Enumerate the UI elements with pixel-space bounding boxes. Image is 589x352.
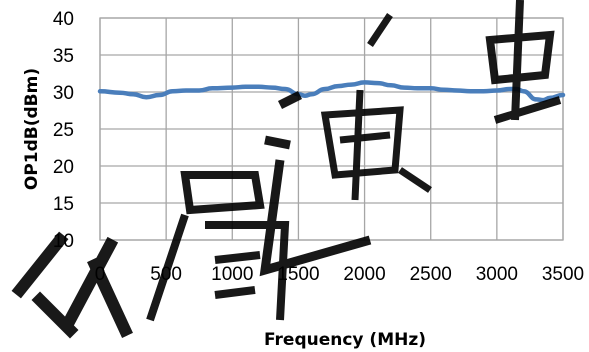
y-tick-label: 15: [53, 194, 74, 215]
plot-border: [99, 17, 564, 241]
y-axis-title: OP1dB(dBm): [22, 68, 42, 190]
x-tick-label: 1000: [211, 264, 253, 285]
series-line: [97, 80, 566, 103]
y-tick-label: 40: [53, 9, 74, 30]
x-tick-label: 2000: [343, 264, 385, 285]
y-tick-label: 20: [53, 157, 74, 178]
x-tick-label: 3000: [476, 264, 518, 285]
y-tick-label: 25: [53, 120, 74, 141]
series-layer: [97, 80, 566, 103]
watermark: [11, 0, 562, 339]
x-axis-title: Frequency (MHz): [264, 330, 426, 350]
x-tick-label: 2500: [410, 264, 452, 285]
y-tick-label: 35: [53, 46, 74, 67]
y-tick-label: 30: [53, 83, 74, 104]
x-tick-label: 1500: [277, 264, 319, 285]
x-tick-label: 3500: [542, 264, 584, 285]
plot-grid: [99, 17, 564, 241]
